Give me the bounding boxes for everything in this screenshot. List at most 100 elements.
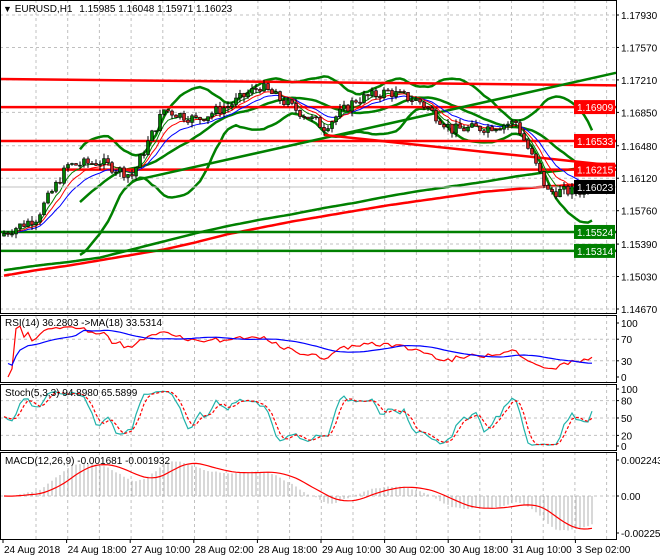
candle-body — [486, 126, 490, 133]
candle-body — [154, 130, 158, 132]
candle-body — [62, 167, 66, 184]
ma-long-green-line — [3, 166, 593, 272]
candle-body — [210, 113, 214, 117]
price-tick-label: 1.15030 — [621, 273, 658, 284]
candle-body — [46, 192, 50, 204]
candle-body — [546, 185, 550, 190]
candle-body — [498, 128, 502, 131]
candle-body — [346, 104, 350, 112]
candle-body — [58, 181, 62, 184]
candle-body — [286, 99, 290, 105]
candle-body — [510, 120, 514, 125]
macd-label: MACD(12,26,9) -0.001681 -0.001932 — [5, 456, 171, 467]
ma-fast-line — [3, 94, 593, 235]
candle-body — [282, 100, 286, 105]
candle-body — [70, 163, 74, 165]
price-tick-label: 1.17930 — [621, 11, 658, 22]
triangle-down-icon[interactable]: ▼ — [3, 4, 12, 14]
candle-body — [434, 110, 438, 122]
candle-body — [398, 91, 402, 93]
time-axis-label: 28 Aug 02:00 — [195, 545, 254, 556]
candle-body — [494, 129, 498, 132]
candle-body — [450, 123, 454, 134]
level-price-label: 1.16909 — [577, 103, 614, 114]
candle-body — [98, 164, 102, 166]
candle-body — [566, 185, 570, 195]
candle-body — [162, 109, 166, 115]
candle-body — [334, 116, 338, 123]
candle-body — [34, 221, 38, 225]
main-panel-frame — [0, 0, 617, 314]
rsi-panel-frame — [0, 315, 617, 383]
price-tick-label: 1.16850 — [621, 108, 658, 119]
price-tick-label: 1.17570 — [621, 43, 658, 54]
candle-body — [142, 154, 146, 156]
candle-body — [2, 233, 6, 237]
candle-body — [174, 114, 178, 118]
candle-body — [322, 127, 326, 132]
candle-body — [338, 108, 342, 118]
rsi-ma-line — [7, 329, 593, 366]
candle-body — [274, 91, 278, 95]
candle-body — [310, 116, 314, 120]
candle-body — [570, 186, 574, 195]
candle-body — [442, 124, 446, 128]
candle-body — [202, 119, 206, 122]
candle-body — [294, 103, 298, 111]
ma-short-green-line — [3, 88, 593, 235]
candle-body — [110, 162, 114, 173]
candle-body — [446, 123, 450, 128]
stoch-tick-label: 80 — [621, 397, 633, 408]
candle-body — [134, 167, 138, 177]
candle-body — [122, 167, 126, 178]
candle-body — [206, 116, 210, 122]
candle-body — [14, 228, 18, 235]
candle-body — [534, 153, 538, 164]
candle-body — [78, 164, 82, 167]
candle-body — [54, 181, 58, 192]
candle-body — [238, 93, 242, 99]
candle-body — [106, 158, 110, 163]
candle-body — [198, 116, 202, 120]
candle-body — [10, 233, 14, 236]
candle-body — [330, 121, 334, 129]
candle-body — [530, 148, 534, 155]
candle-body — [250, 88, 254, 94]
rsi-tick-label: 100 — [621, 319, 638, 330]
candle-body — [246, 92, 250, 98]
macd-tick-label: -0.00225 — [621, 529, 660, 540]
candle-body — [22, 223, 26, 227]
macd-signal-line — [3, 462, 593, 530]
rsi-tick-label: 70 — [621, 335, 633, 346]
candle-body — [506, 123, 510, 126]
stoch-tick-label: 50 — [621, 414, 633, 425]
candle-body — [146, 140, 150, 155]
rsi-label: RSI(14) 36.2803 ->MA(18) 33.5314 — [5, 318, 163, 329]
time-axis-label: 27 Aug 10:00 — [131, 545, 190, 556]
candle-body — [126, 174, 130, 178]
candle-body — [82, 158, 86, 166]
candle-body — [74, 163, 78, 166]
price-tick-label: 1.16120 — [621, 174, 658, 185]
candle-body — [478, 125, 482, 132]
level-price-label: 1.16533 — [577, 137, 614, 148]
price-tick-label: 1.14670 — [621, 305, 658, 316]
candle-body — [170, 110, 174, 116]
candle-body — [278, 91, 282, 101]
rsi-line — [7, 325, 593, 378]
candle-body — [362, 94, 366, 103]
candle-body — [406, 92, 410, 101]
candle-body — [270, 89, 274, 95]
candle-body — [454, 123, 458, 134]
candle-body — [350, 100, 354, 112]
rsi-tick-label: 30 — [621, 357, 633, 368]
candle-body — [462, 128, 466, 132]
candle-body — [30, 220, 34, 225]
time-axis-label: 30 Aug 18:00 — [449, 545, 508, 556]
candle-body — [390, 90, 394, 98]
candle-body — [266, 83, 270, 90]
stoch-signal-line — [3, 391, 593, 446]
candle-body — [514, 120, 518, 123]
time-axis-label: 31 Aug 10:00 — [513, 545, 572, 556]
